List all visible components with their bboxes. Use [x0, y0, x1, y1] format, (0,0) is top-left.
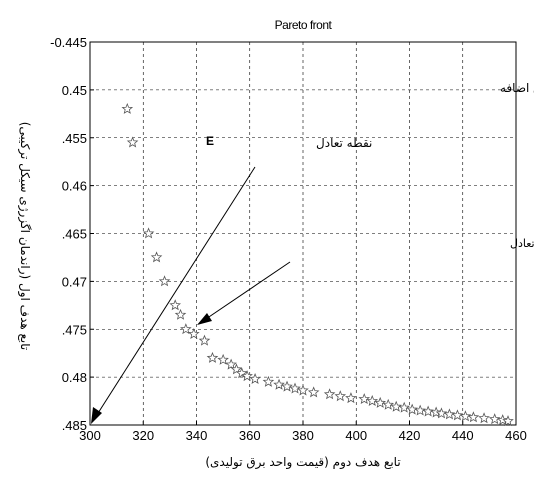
pareto-point: [126, 136, 139, 148]
y-tick-label: 0.48: [62, 370, 87, 385]
y-tick-label: 0.45: [62, 83, 87, 98]
pareto-points: [121, 102, 514, 427]
x-tick-label: 400: [345, 428, 367, 443]
x-tick-label: 420: [399, 428, 421, 443]
pareto-point: [374, 396, 386, 408]
pareto-point: [198, 334, 211, 346]
pareto-point: [180, 323, 192, 335]
pareto-point: [323, 388, 336, 400]
pareto-point: [174, 308, 187, 320]
equilibrium-arrow-line: [92, 166, 256, 422]
y-tick-label: .475: [62, 322, 87, 337]
pareto-point: [398, 401, 410, 413]
x-tick-label: 300: [79, 428, 101, 443]
pareto-point: [121, 102, 134, 114]
pareto-point: [406, 403, 418, 415]
pareto-point: [249, 372, 261, 384]
y-tick-label: 0.46: [62, 179, 87, 194]
pareto-point: [459, 410, 472, 422]
y-tick-label: -0.445: [50, 35, 87, 50]
y-axis-ticks: -0.445 0.45 .455 0.46 .465 0.47 .475 0.48 .485: [50, 35, 94, 433]
x-axis-ticks: 300 320 340 360 380 400 420 440 460: [79, 421, 527, 443]
pareto-point: [307, 386, 320, 398]
pareto-point: [496, 414, 509, 426]
pareto-point: [414, 404, 426, 416]
pareto-point: [358, 393, 371, 405]
pareto-point: [289, 382, 301, 394]
pareto-point: [443, 408, 456, 420]
nearest-point-arrow-head: [197, 313, 212, 325]
pareto-point: [235, 367, 248, 379]
pareto-point: [281, 380, 293, 392]
x-tick-label: 340: [186, 428, 208, 443]
pareto-point: [366, 394, 378, 406]
pareto-point: [382, 398, 394, 410]
pareto-point: [334, 390, 347, 402]
pareto-point: [217, 353, 229, 365]
x-tick-label: 380: [292, 428, 314, 443]
y-tick-label: 0.47: [62, 274, 87, 289]
pareto-point: [225, 358, 237, 370]
y-tick-label: .465: [62, 227, 87, 242]
pareto-point: [262, 375, 275, 387]
chart-title: Pareto front: [275, 18, 333, 32]
pareto-point: [241, 370, 253, 382]
pareto-point: [488, 413, 501, 425]
annotation-no-afterburner: بدون احتراق اضافه: [500, 81, 534, 96]
equilibrium-arrow-head: [91, 407, 102, 424]
grid-lines: [90, 42, 516, 425]
pareto-point: [390, 400, 402, 412]
y-tick-label: .485: [62, 418, 87, 433]
pareto-point: [206, 351, 219, 363]
y-axis-label: تابع هدف اول (راندمان اگزرژی سیکل ترکیبی…: [17, 122, 32, 351]
pareto-point: [142, 227, 155, 239]
pareto-point: [297, 384, 309, 396]
pareto-point: [150, 251, 163, 263]
pareto-point: [273, 378, 285, 390]
annotation-nearest-point: نزدیکترین نقطه جبهه پارتو به نقطه تعادل: [510, 237, 534, 250]
nearest-point-arrow-line: [199, 261, 291, 324]
pareto-point: [502, 415, 514, 427]
pareto-point: [345, 392, 357, 404]
pareto-point: [478, 412, 490, 424]
x-tick-label: 460: [505, 428, 527, 443]
x-tick-label: 440: [452, 428, 474, 443]
pareto-point: [169, 299, 181, 311]
x-tick-label: 360: [239, 428, 261, 443]
pareto-point: [451, 409, 464, 421]
annotation-equilibrium-point: نقطه تعادل: [316, 136, 372, 150]
pareto-point: [430, 406, 442, 418]
pareto-point: [467, 411, 480, 423]
x-axis-label: تابع هدف دوم (قیمت واحد برق تولیدی): [205, 455, 400, 470]
pareto-point: [158, 275, 171, 287]
x-tick-label: 320: [132, 428, 154, 443]
annotation-equilibrium-marker: E: [206, 134, 214, 148]
pareto-point: [422, 405, 434, 417]
y-tick-label: .455: [62, 131, 87, 146]
pareto-point: [188, 327, 200, 339]
pareto-point: [435, 407, 448, 419]
